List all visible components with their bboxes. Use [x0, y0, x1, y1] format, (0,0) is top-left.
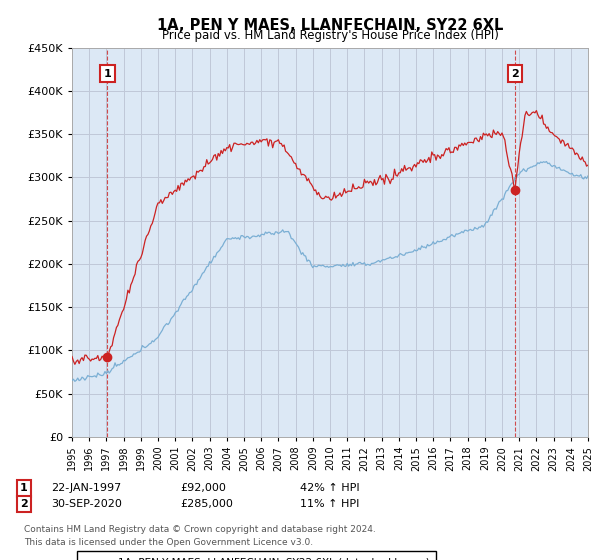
Text: 2: 2 [511, 68, 519, 78]
Text: 1: 1 [104, 68, 112, 78]
Text: £285,000: £285,000 [180, 499, 233, 509]
Text: 22-JAN-1997: 22-JAN-1997 [51, 483, 121, 493]
Text: 1A, PEN Y MAES, LLANFECHAIN, SY22 6XL: 1A, PEN Y MAES, LLANFECHAIN, SY22 6XL [157, 18, 503, 33]
Text: 1: 1 [20, 483, 28, 493]
Text: 2: 2 [20, 499, 28, 509]
Text: Contains HM Land Registry data © Crown copyright and database right 2024.
This d: Contains HM Land Registry data © Crown c… [24, 525, 376, 547]
Text: Price paid vs. HM Land Registry's House Price Index (HPI): Price paid vs. HM Land Registry's House … [161, 29, 499, 42]
Text: £92,000: £92,000 [180, 483, 226, 493]
Text: 42% ↑ HPI: 42% ↑ HPI [300, 483, 359, 493]
Text: 11% ↑ HPI: 11% ↑ HPI [300, 499, 359, 509]
Legend: 1A, PEN Y MAES, LLANFECHAIN, SY22 6XL (detached house), HPI: Average price, deta: 1A, PEN Y MAES, LLANFECHAIN, SY22 6XL (d… [77, 551, 436, 560]
Text: 30-SEP-2020: 30-SEP-2020 [51, 499, 122, 509]
